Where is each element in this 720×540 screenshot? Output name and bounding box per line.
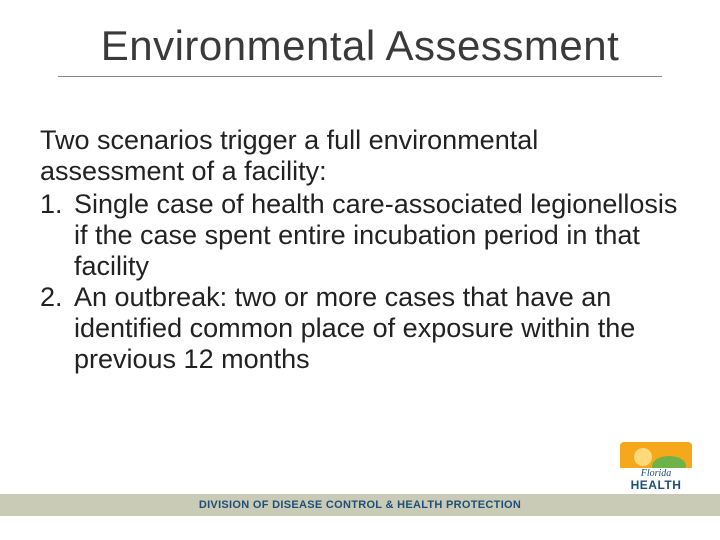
item-text: Single case of health care-associated le… — [74, 189, 677, 281]
list-item: 2. An outbreak: two or more cases that h… — [40, 282, 680, 375]
footer-bar: DIVISION OF DISEASE CONTROL & HEALTH PRO… — [0, 494, 720, 516]
item-number: 1. — [40, 189, 63, 220]
slide-title: Environmental Assessment — [58, 22, 662, 77]
slide-container: Environmental Assessment Two scenarios t… — [0, 0, 720, 540]
list-item: 1. Single case of health care-associated… — [40, 189, 680, 282]
footer-text: DIVISION OF DISEASE CONTROL & HEALTH PRO… — [199, 499, 521, 511]
intro-text: Two scenarios trigger a full environment… — [40, 125, 680, 187]
logo-graphic — [620, 442, 692, 468]
item-number: 2. — [40, 282, 63, 313]
florida-health-logo: Florida HEALTH — [620, 442, 692, 490]
logo-text-block: Florida HEALTH — [620, 469, 692, 491]
logo-line2: HEALTH — [620, 479, 692, 491]
slide-body: Two scenarios trigger a full environment… — [40, 125, 680, 375]
scenario-list: 1. Single case of health care-associated… — [40, 189, 680, 375]
item-text: An outbreak: two or more cases that have… — [74, 282, 635, 374]
